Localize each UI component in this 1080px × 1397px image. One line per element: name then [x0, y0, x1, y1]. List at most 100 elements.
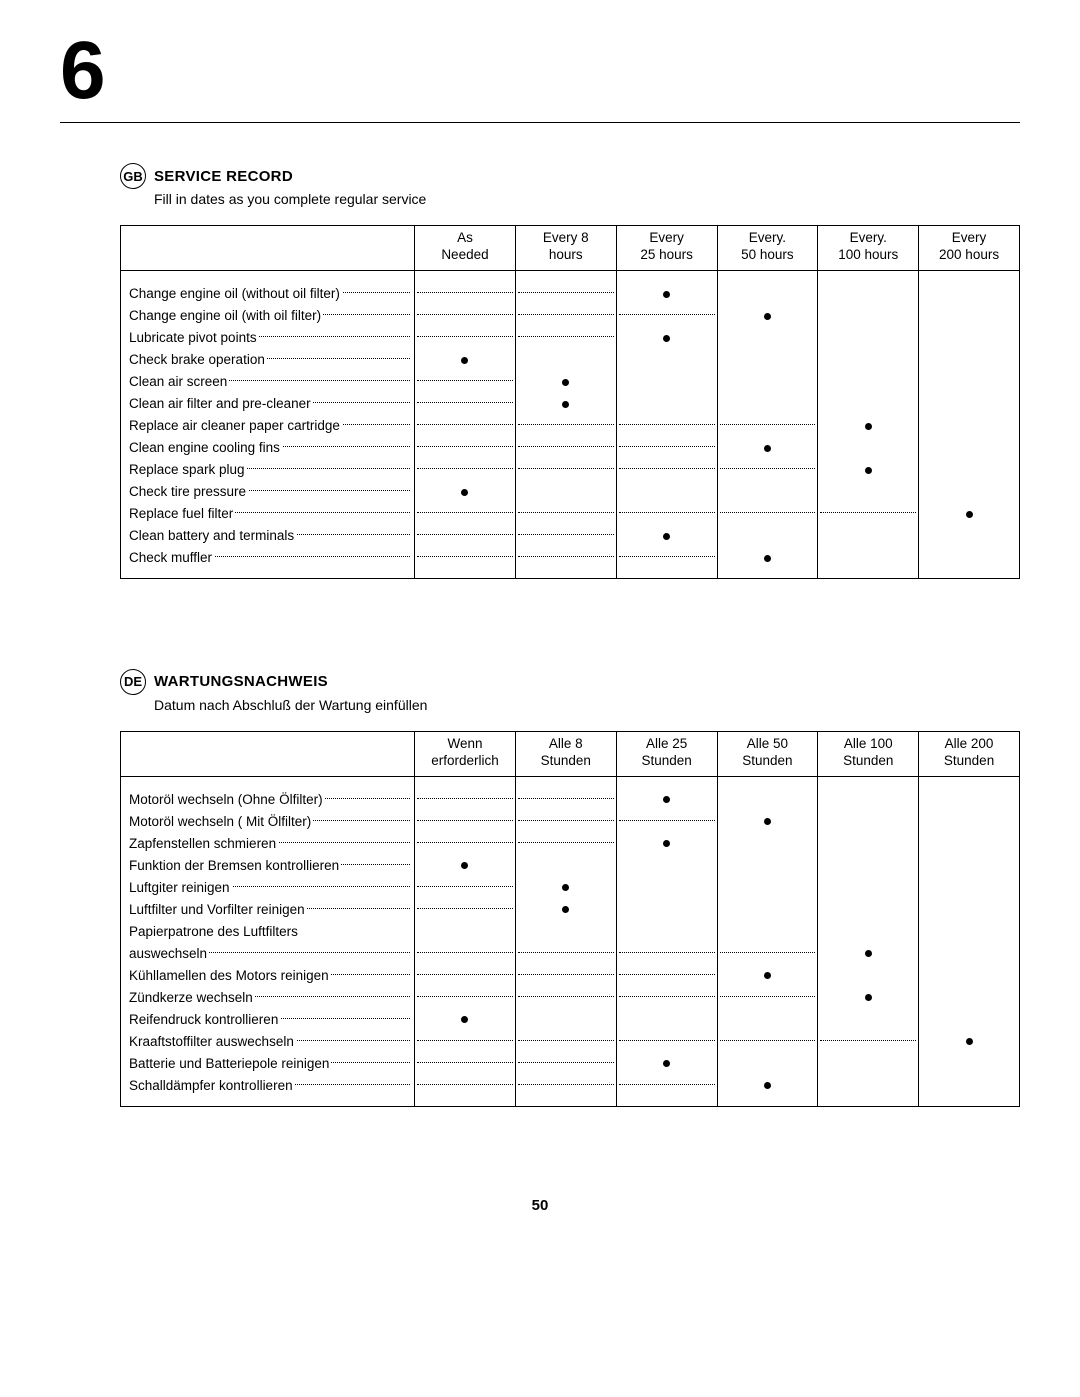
- bullet-icon: [764, 972, 771, 979]
- table-cell: [717, 392, 818, 414]
- service-table: AsNeededEvery 8hoursEvery25 hoursEvery.5…: [120, 225, 1020, 579]
- column-header: Alle 200Stunden: [919, 731, 1020, 776]
- table-cell: [415, 942, 516, 964]
- table-cell: [818, 832, 919, 854]
- table-cell: [415, 370, 516, 392]
- table-row: Check muffler: [121, 546, 1020, 568]
- task-header: [121, 731, 415, 776]
- table-cell: [616, 964, 717, 986]
- table-cell-marked: [515, 370, 616, 392]
- task-label-cell: Funktion der Bremsen kontrollieren: [121, 854, 415, 876]
- table-row: Motoröl wechseln (Ohne Ölfilter): [121, 788, 1020, 810]
- table-cell: [616, 458, 717, 480]
- table-cell: [919, 370, 1020, 392]
- table-cell: [717, 1030, 818, 1052]
- bullet-icon: [663, 840, 670, 847]
- task-label-cell: Batterie und Batteriepole reinigen: [121, 1052, 415, 1074]
- column-header: Alle 25Stunden: [616, 731, 717, 776]
- table-cell: [415, 546, 516, 568]
- table-cell: [717, 282, 818, 304]
- page: 6 GBSERVICE RECORDFill in dates as you c…: [0, 0, 1080, 1254]
- table-row: auswechseln: [121, 942, 1020, 964]
- table-row: Kühllamellen des Motors reinigen: [121, 964, 1020, 986]
- table-cell: [415, 832, 516, 854]
- table-cell: [919, 436, 1020, 458]
- table-cell: [919, 326, 1020, 348]
- table-cell: [415, 436, 516, 458]
- page-number: 50: [60, 1197, 1020, 1214]
- table-cell: [616, 1030, 717, 1052]
- table-cell: [717, 1052, 818, 1074]
- table-row: Clean battery and terminals: [121, 524, 1020, 546]
- table-cell: [919, 1074, 1020, 1096]
- table-cell: [616, 1074, 717, 1096]
- table-cell: [919, 414, 1020, 436]
- table-cell-marked: [616, 282, 717, 304]
- table-cell: [515, 810, 616, 832]
- bullet-icon: [764, 555, 771, 562]
- table-row: Replace spark plug: [121, 458, 1020, 480]
- table-cell-marked: [818, 458, 919, 480]
- table-cell: [919, 480, 1020, 502]
- table-cell: [515, 1074, 616, 1096]
- table-cell: [818, 964, 919, 986]
- table-cell: [919, 832, 1020, 854]
- task-label-cell: Reifendruck kontrollieren: [121, 1008, 415, 1030]
- table-cell: [616, 414, 717, 436]
- table-cell: [415, 1074, 516, 1096]
- table-cell: [515, 546, 616, 568]
- column-header: Wennerforderlich: [415, 731, 516, 776]
- section-title: WARTUNGSNACHWEIS: [154, 673, 328, 690]
- table-cell: [616, 392, 717, 414]
- table-cell: [919, 788, 1020, 810]
- table-cell: [919, 986, 1020, 1008]
- task-label-cell: Kühllamellen des Motors reinigen: [121, 964, 415, 986]
- table-cell: [515, 920, 616, 942]
- table-cell: [415, 986, 516, 1008]
- table-row: Zapfenstellen schmieren: [121, 832, 1020, 854]
- table-cell: [515, 502, 616, 524]
- column-header: AsNeeded: [415, 226, 516, 271]
- table-cell: [415, 458, 516, 480]
- table-cell: [919, 964, 1020, 986]
- bullet-icon: [663, 335, 670, 342]
- table-row: Lubricate pivot points: [121, 326, 1020, 348]
- bullet-icon: [663, 796, 670, 803]
- bullet-icon: [764, 1082, 771, 1089]
- table-cell: [919, 942, 1020, 964]
- table-cell-marked: [919, 502, 1020, 524]
- table-cell: [415, 304, 516, 326]
- task-label-cell: Replace fuel filter: [121, 502, 415, 524]
- table-cell: [717, 480, 818, 502]
- table-row: Replace fuel filter: [121, 502, 1020, 524]
- table-cell: [515, 1030, 616, 1052]
- bullet-icon: [966, 1038, 973, 1045]
- spacer-row: [121, 270, 1020, 282]
- table-row: Schalldämpfer kontrollieren: [121, 1074, 1020, 1096]
- bullet-icon: [865, 467, 872, 474]
- table-cell: [415, 920, 516, 942]
- task-label-cell: Zapfenstellen schmieren: [121, 832, 415, 854]
- table-cell: [415, 788, 516, 810]
- table-cell-marked: [515, 392, 616, 414]
- bullet-icon: [764, 818, 771, 825]
- table-cell: [717, 788, 818, 810]
- task-label-cell: Luftgiter reinigen: [121, 876, 415, 898]
- table-cell: [717, 1008, 818, 1030]
- table-row: Check tire pressure: [121, 480, 1020, 502]
- table-cell: [415, 502, 516, 524]
- sections-container: GBSERVICE RECORDFill in dates as you com…: [60, 163, 1020, 1107]
- table-row: Luftgiter reinigen: [121, 876, 1020, 898]
- table-cell: [919, 458, 1020, 480]
- column-header: Alle 100Stunden: [818, 731, 919, 776]
- table-cell: [616, 854, 717, 876]
- table-cell-marked: [415, 854, 516, 876]
- bullet-icon: [865, 423, 872, 430]
- table-cell: [818, 1030, 919, 1052]
- task-label-cell: Change engine oil (without oil filter): [121, 282, 415, 304]
- table-cell: [415, 1030, 516, 1052]
- horizontal-rule: [60, 122, 1020, 123]
- table-cell: [616, 986, 717, 1008]
- task-label-cell: Check brake operation: [121, 348, 415, 370]
- table-cell: [818, 1074, 919, 1096]
